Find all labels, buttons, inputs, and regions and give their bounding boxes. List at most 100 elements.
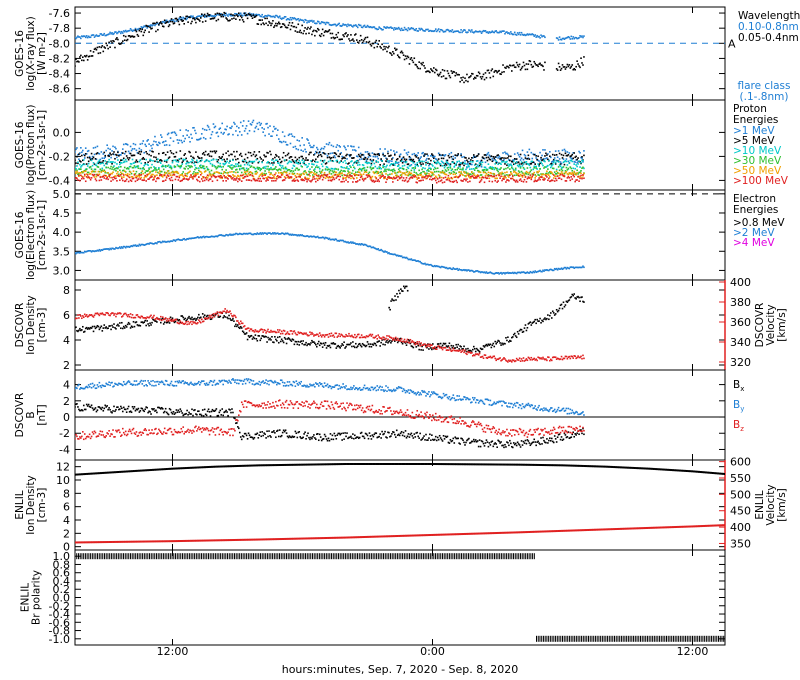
data-point — [75, 58, 77, 60]
data-point — [192, 172, 194, 175]
data-point — [502, 172, 504, 175]
data-point — [247, 151, 250, 154]
data-point — [488, 158, 491, 160]
data-point — [233, 179, 235, 181]
data-point — [100, 179, 103, 181]
data-point — [145, 324, 147, 327]
data-point — [101, 249, 104, 252]
data-point — [244, 14, 247, 17]
data-point — [397, 175, 400, 178]
data-point — [409, 164, 412, 167]
data-point — [561, 166, 564, 169]
data-point — [170, 318, 173, 321]
data-point — [362, 158, 365, 160]
data-point — [85, 163, 88, 165]
data-point — [176, 238, 179, 241]
data-point — [105, 166, 107, 169]
data-point — [422, 61, 424, 64]
data-point — [436, 265, 439, 268]
data-point — [350, 241, 352, 243]
data-point — [152, 143, 154, 146]
data-point — [469, 29, 471, 32]
data-point — [472, 176, 475, 179]
data-point — [272, 168, 274, 171]
data-point — [448, 177, 451, 180]
data-point — [519, 178, 522, 180]
data-point — [441, 154, 444, 156]
data-point — [287, 152, 290, 155]
data-point — [457, 153, 459, 155]
data-point — [272, 158, 274, 160]
data-point — [109, 46, 111, 48]
data-point — [324, 23, 327, 26]
data-point — [427, 161, 429, 164]
data-point — [318, 236, 321, 239]
data-point — [81, 177, 83, 180]
data-point — [583, 150, 585, 152]
data-point — [173, 165, 176, 167]
data-point — [476, 270, 479, 272]
data-point — [265, 232, 267, 235]
data-point — [184, 172, 186, 175]
data-point — [409, 159, 412, 161]
data-point — [315, 29, 317, 32]
data-point — [235, 171, 237, 174]
data-point — [394, 47, 396, 50]
data-point — [344, 23, 346, 26]
data-point — [200, 178, 203, 180]
data-point — [279, 176, 282, 179]
data-point — [294, 174, 297, 177]
data-point — [302, 172, 304, 175]
data-point — [455, 163, 458, 166]
data-point — [512, 33, 515, 36]
data-point — [395, 174, 398, 177]
data-point — [323, 31, 326, 33]
right-axis-title-line: DSCOVR — [754, 303, 766, 348]
data-point — [142, 34, 145, 37]
data-point — [110, 33, 112, 35]
data-point — [484, 171, 487, 174]
data-point — [467, 269, 469, 271]
data-point — [326, 21, 329, 24]
data-point — [558, 177, 561, 179]
data-point — [174, 240, 177, 242]
data-point — [507, 163, 509, 165]
data-point — [163, 240, 166, 243]
data-point — [230, 175, 232, 178]
data-point — [392, 253, 394, 256]
data-point — [514, 33, 517, 36]
data-point — [253, 14, 256, 17]
data-point — [245, 179, 248, 181]
data-point — [428, 30, 430, 33]
data-point — [407, 258, 410, 261]
data-point — [368, 26, 371, 29]
data-point — [222, 133, 224, 135]
data-point — [287, 134, 290, 137]
data-point — [231, 233, 233, 236]
data-point — [309, 19, 311, 22]
data-point — [579, 175, 581, 178]
data-point — [355, 173, 358, 176]
data-point — [508, 165, 510, 167]
data-point — [142, 172, 145, 175]
data-point — [549, 163, 551, 166]
data-point — [498, 174, 500, 176]
data-point — [515, 161, 518, 164]
data-point — [196, 318, 198, 320]
data-point — [252, 119, 255, 122]
data-point — [576, 161, 578, 164]
data-point — [113, 168, 115, 171]
data-point — [581, 177, 583, 180]
data-point — [457, 167, 459, 169]
data-point — [349, 165, 351, 167]
data-point — [366, 36, 369, 39]
data-point — [440, 176, 443, 179]
data-point — [390, 177, 392, 179]
ytick-label: 3.0 — [53, 264, 71, 277]
data-point — [316, 151, 318, 154]
data-point — [565, 154, 568, 157]
data-point — [96, 152, 99, 154]
data-point — [249, 232, 252, 235]
data-point — [316, 27, 319, 30]
data-point — [493, 173, 496, 176]
